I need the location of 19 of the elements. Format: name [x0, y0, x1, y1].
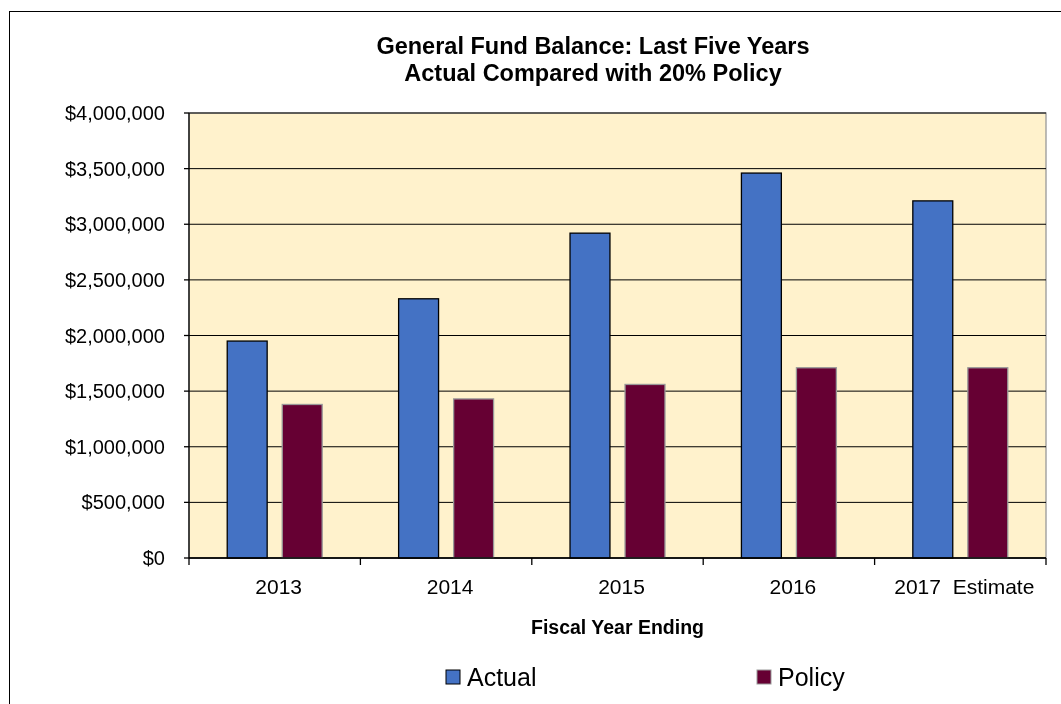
- x-tick-label: 2016: [769, 575, 817, 599]
- x-tick-label: 2017 Estimate: [894, 575, 1035, 599]
- legend-label: Actual: [467, 662, 537, 691]
- y-tick-label: $1,000,000: [64, 435, 165, 458]
- y-tick-label: $4,000,000: [64, 102, 165, 124]
- x-axis-title: Fiscal Year Ending: [530, 615, 705, 638]
- x-tick-label: 2014: [426, 575, 474, 599]
- y-tick-label: $0: [142, 547, 165, 569]
- x-tick-label: 2013: [255, 575, 303, 599]
- y-tick-label: $3,500,000: [64, 157, 165, 180]
- y-tick-label: $500,000: [81, 491, 165, 514]
- legend-label: Policy: [778, 662, 846, 691]
- y-tick-label: $3,000,000: [64, 213, 165, 236]
- chart-title: General Fund Balance: Last Five Years: [376, 33, 810, 60]
- y-tick-label: $1,500,000: [64, 380, 165, 403]
- y-tick-label: $2,500,000: [64, 268, 165, 291]
- x-tick-label: 2015: [598, 575, 645, 599]
- y-tick-label: $2,000,000: [64, 324, 165, 347]
- chart-subtitle: Actual Compared with 20% Policy: [404, 60, 782, 87]
